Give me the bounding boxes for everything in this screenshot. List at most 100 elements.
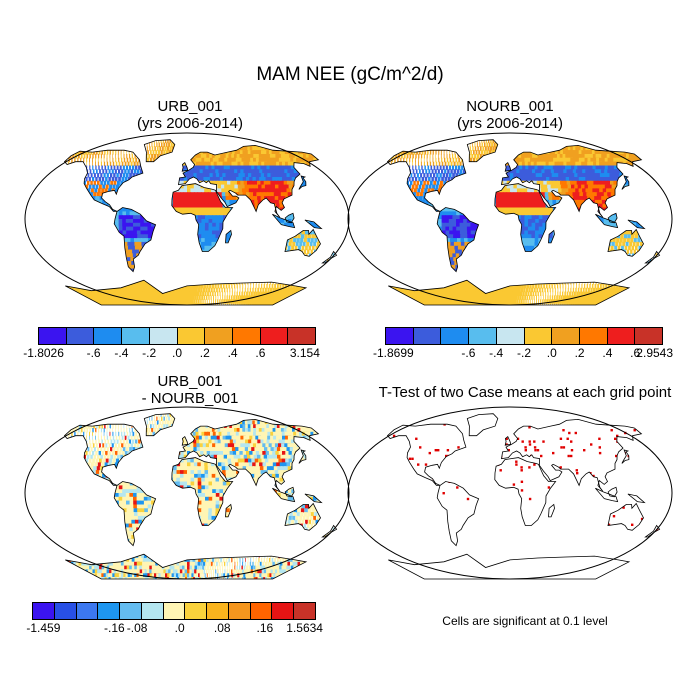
map-cell [177, 264, 182, 270]
map-cell [35, 238, 40, 242]
map-cell [107, 165, 110, 170]
map-cell [40, 242, 46, 246]
map-cell [177, 268, 182, 274]
map-cell [181, 135, 183, 139]
map-cell [64, 264, 69, 270]
map-cell [64, 196, 68, 201]
map-cell [326, 230, 330, 235]
map-cell [73, 257, 80, 262]
map-cell [232, 261, 236, 266]
map-cell [379, 158, 381, 162]
map-cell [144, 287, 150, 293]
map-cell [126, 207, 131, 212]
map-cell [237, 299, 241, 304]
map-cell [151, 196, 156, 201]
map-cell [309, 264, 310, 270]
map-cell [66, 238, 72, 243]
map-cell [310, 180, 317, 186]
map-cell [198, 161, 203, 167]
map-cell [89, 161, 90, 167]
map-cell [282, 261, 284, 266]
map-cell [317, 199, 323, 205]
map-cell [338, 219, 342, 223]
map-cell [69, 230, 74, 235]
map-cell [620, 146, 630, 151]
map-cell [157, 150, 160, 155]
map-cell [257, 135, 266, 139]
map-cell [249, 287, 252, 293]
map-cell [302, 272, 304, 277]
map-cell [400, 157, 402, 163]
map-cell [438, 150, 440, 155]
map-cell [99, 135, 105, 139]
map-cell [338, 242, 341, 246]
map-cell [244, 184, 250, 189]
map-cell [35, 200, 38, 204]
map-cell [257, 257, 260, 262]
map-cell [429, 161, 432, 167]
map-cell [293, 188, 299, 193]
map-cell [548, 154, 554, 159]
map-cell [161, 157, 164, 163]
map-cell [168, 169, 172, 174]
map-cell [219, 261, 223, 266]
map-cell [88, 253, 95, 258]
map-cell [187, 192, 192, 197]
map-cell [167, 261, 172, 266]
map-cell [187, 230, 192, 235]
map-cell [183, 245, 188, 251]
map-cell [444, 161, 447, 167]
map-cell [166, 291, 171, 296]
map-cell [90, 264, 97, 270]
map-cell [222, 276, 225, 281]
map-cell [291, 291, 296, 296]
map-cell [599, 142, 609, 147]
map-cell [583, 165, 590, 170]
map-cell [166, 146, 170, 151]
map-cell [73, 234, 78, 239]
map-cell [166, 249, 171, 254]
map-cell [187, 203, 192, 209]
map-cell [160, 287, 165, 293]
map-cell [281, 291, 286, 296]
map-cell [50, 257, 56, 261]
map-cell [507, 157, 511, 163]
map-cell [433, 135, 438, 139]
map-cell [98, 280, 105, 285]
map-cell [538, 135, 543, 139]
map-cell [534, 165, 539, 170]
map-cell [52, 253, 58, 257]
map-cell [267, 276, 268, 281]
coastline [171, 183, 234, 252]
map-cell [474, 154, 477, 159]
map-cell [160, 177, 165, 182]
map-cell [154, 226, 159, 231]
map-cell [427, 165, 430, 170]
map-cell [286, 188, 292, 193]
map-cell [572, 135, 581, 139]
map-cell [158, 222, 163, 228]
map-cell [81, 241, 87, 247]
map-cell [178, 157, 182, 163]
map-cell [240, 180, 246, 186]
map-cell [423, 157, 425, 163]
map-cell [222, 173, 227, 178]
map-cell [83, 180, 86, 186]
map-cell [321, 199, 327, 205]
map-cell [312, 192, 318, 197]
map-cell [183, 238, 188, 243]
map-cell [85, 241, 91, 247]
map-cell [305, 230, 309, 235]
map-cell [325, 203, 331, 209]
map-cell [205, 272, 209, 277]
map-cell [220, 165, 226, 170]
map-cell [183, 249, 188, 254]
map-cell [201, 211, 206, 216]
map-cell [118, 276, 125, 281]
map-cell [263, 135, 273, 139]
map-cell [105, 253, 111, 258]
map-cell [164, 284, 170, 289]
map-cell [212, 211, 217, 216]
map-cell [533, 142, 539, 147]
map-cell [40, 177, 41, 181]
